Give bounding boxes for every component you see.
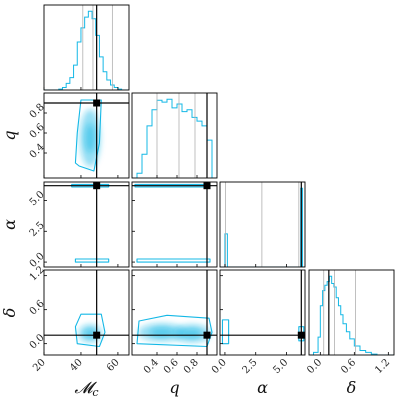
xtick-label-q-1: 0.6 — [162, 357, 181, 376]
cell-delta-alpha — [219, 269, 306, 356]
frame-alpha-mc — [43, 181, 130, 268]
xtick-label-mc-1: 40 — [68, 357, 85, 374]
contour-alpha-delta-1 — [298, 326, 305, 342]
contour-mc-q-0 — [74, 99, 102, 172]
marginal-hist-alpha — [220, 187, 305, 267]
truth-marker-q-alpha — [203, 182, 211, 190]
cell-delta-mc — [43, 269, 130, 356]
ylabel-alpha: α — [0, 219, 19, 230]
xtick-label-delta-0: 0.0 — [305, 357, 324, 376]
xlabel-alpha: α — [257, 378, 268, 397]
xtick-label-alpha-0: 0.0 — [210, 357, 229, 376]
marginal-hist-mc — [44, 10, 129, 90]
frame-mc-mc — [43, 4, 130, 91]
xlabel-sub-mc: c — [92, 386, 98, 399]
cell-q-q — [131, 92, 218, 179]
xlabel-q: q — [169, 378, 179, 397]
truth-marker-mc-q — [93, 99, 101, 107]
truth-marker-mc-delta — [93, 331, 101, 339]
xtick-label-q-2: 0.8 — [182, 357, 201, 376]
xtick-label-q-0: 0.4 — [142, 357, 161, 376]
truth-marker-mc-alpha — [93, 182, 101, 190]
frame-q-mc — [43, 92, 130, 179]
contour-mc-delta-0 — [74, 313, 106, 348]
density-core-mc-q-0 — [85, 123, 96, 153]
frame-q-q — [131, 92, 218, 179]
frame-alpha-alpha — [219, 181, 306, 268]
xtick-label-mc-2: 60 — [105, 357, 122, 374]
truth-marker-alpha-delta — [297, 331, 305, 339]
cell-alpha-alpha — [219, 181, 306, 268]
frame-alpha-q — [131, 181, 218, 268]
contour-q-alpha-1 — [136, 258, 211, 263]
ylabel-q: q — [0, 130, 19, 140]
cell-delta-q — [131, 269, 218, 356]
marginal-hist-q — [132, 98, 217, 178]
frame-delta-mc — [43, 269, 130, 356]
xtick-label-alpha-1: 2.5 — [241, 357, 260, 376]
xtick-label-delta-1: 0.6 — [339, 357, 358, 376]
cell-alpha-mc — [43, 181, 130, 268]
ylabel-delta: δ — [0, 308, 19, 318]
xlabel-delta: δ — [347, 378, 357, 397]
cell-mc-mc — [43, 4, 130, 91]
frame-delta-delta — [308, 269, 395, 356]
xtick-label-mc-0: 20 — [31, 357, 48, 374]
frame-delta-alpha — [219, 269, 306, 356]
truth-marker-q-delta — [203, 331, 211, 339]
xlabel-mc: 𝓜c — [74, 378, 98, 399]
contour-mc-alpha-1 — [74, 258, 110, 263]
xtick-label-delta-2: 1.2 — [373, 357, 392, 376]
marginal-hist-delta — [309, 275, 394, 355]
cell-delta-delta — [308, 269, 395, 356]
xtick-label-alpha-2: 5.0 — [271, 357, 290, 376]
contour-alpha-delta-0 — [221, 319, 230, 345]
density-core-q-delta-1 — [182, 328, 202, 339]
corner-cells — [43, 4, 395, 356]
cell-alpha-q — [131, 181, 218, 268]
cell-q-mc — [43, 92, 130, 179]
frame-delta-q — [131, 269, 218, 356]
